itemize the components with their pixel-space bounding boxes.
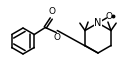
Text: O: O bbox=[105, 12, 112, 21]
Text: O: O bbox=[49, 7, 56, 16]
Text: O: O bbox=[54, 34, 61, 43]
Text: N: N bbox=[94, 18, 102, 28]
